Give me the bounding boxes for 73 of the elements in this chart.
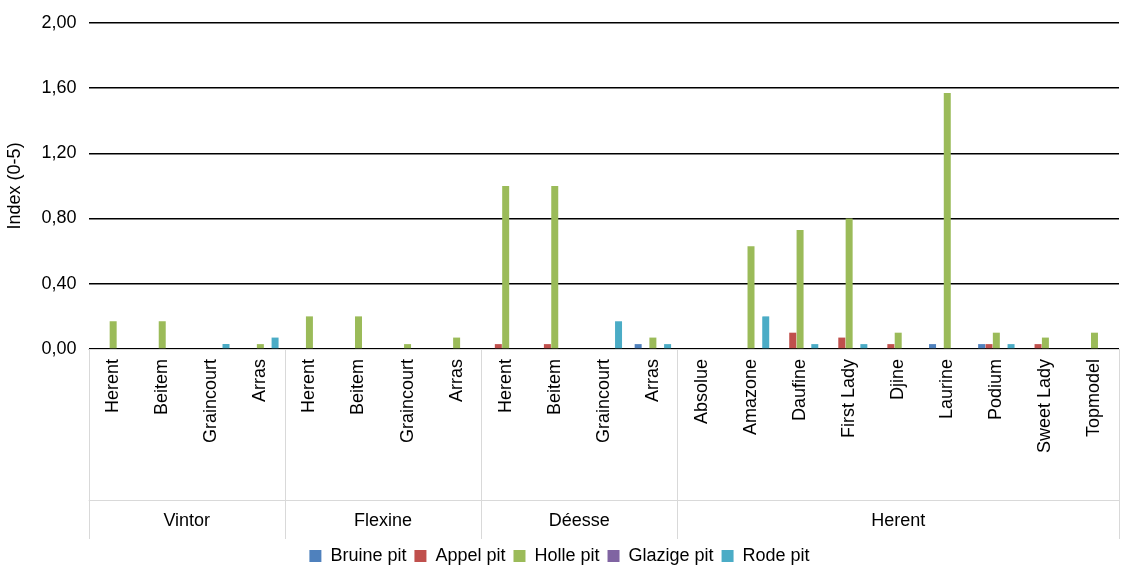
bar: [305, 316, 313, 349]
bar: [634, 344, 642, 349]
legend-label: Holle pit: [534, 544, 600, 565]
x-tick-label: Podium: [985, 359, 1006, 421]
x-tick-label: Arras: [249, 359, 270, 403]
x-tick-label: Arras: [641, 359, 662, 403]
x-tick-label: Arras: [445, 359, 466, 403]
legend-label: Rode pit: [742, 544, 810, 565]
x-tick-label: Graincourt: [396, 359, 417, 444]
legend-label: Appel pit: [435, 544, 506, 565]
bar: [453, 337, 461, 349]
bar: [649, 337, 657, 349]
x-tick-label: Sweet Lady: [1034, 359, 1055, 454]
x-tick-label: Djine: [887, 359, 908, 401]
bar: [894, 332, 902, 349]
x-tick-label: Graincourt: [592, 359, 613, 444]
bar: [811, 344, 819, 349]
bar: [1090, 332, 1098, 349]
x-tick-label: Beitem: [151, 359, 172, 416]
bar: [762, 316, 770, 349]
bar: [256, 344, 264, 349]
bar: [494, 344, 502, 349]
x-tick-label: Herent: [298, 359, 319, 414]
text: Herent: [871, 509, 926, 530]
y-tick-label: 2,00: [41, 11, 77, 32]
y-tick-label: 1,60: [41, 77, 77, 98]
bar: [615, 321, 623, 349]
bar: [845, 218, 853, 349]
bar: [551, 185, 559, 349]
x-tick-label: Daufine: [789, 359, 810, 422]
text: Flexine: [354, 509, 413, 530]
x-tick-label: Graincourt: [200, 359, 221, 444]
bar: [1007, 344, 1015, 349]
y-axis-title: Index (0-5): [3, 142, 24, 230]
bar: [1034, 344, 1042, 349]
bar: [978, 344, 986, 349]
y-tick-label: 0,00: [41, 337, 77, 358]
bar: [543, 344, 551, 349]
bar: [1041, 337, 1049, 349]
x-tick-label: Beitem: [543, 359, 564, 416]
bar: [860, 344, 868, 349]
bar: [943, 92, 951, 349]
bar: [109, 321, 117, 349]
bar: [796, 229, 804, 349]
x-tick-label: Herent: [102, 359, 123, 414]
text: Déesse: [548, 509, 610, 530]
text: Vintor: [163, 509, 211, 530]
legend-label: Glazige pit: [628, 544, 714, 565]
bar: [222, 344, 230, 349]
x-tick-label: First Lady: [838, 359, 859, 439]
y-tick-label: 1,20: [41, 142, 77, 163]
x-tick-label: Laurine: [936, 359, 957, 420]
bar: [664, 344, 672, 349]
x-tick-label: Beitem: [347, 359, 368, 416]
x-tick-label: Absolue: [690, 359, 711, 425]
bar: [985, 344, 993, 349]
bar: [158, 321, 166, 349]
x-tick-label: Amazone: [739, 359, 760, 436]
bar: [992, 332, 1000, 349]
legend-label: Bruine pit: [330, 544, 407, 565]
bar: [502, 185, 510, 349]
bar: [887, 344, 895, 349]
bar: [271, 337, 279, 349]
bar: [747, 246, 755, 349]
x-tick-label: Herent: [494, 359, 515, 414]
y-tick-label: 0,80: [41, 207, 77, 228]
x-tick-label: Topmodel: [1083, 359, 1104, 438]
bar: [838, 337, 846, 349]
bar: [355, 316, 362, 349]
bar: [929, 344, 937, 349]
bar: [789, 332, 797, 349]
y-tick-label: 0,40: [41, 272, 77, 293]
bar: [404, 344, 412, 349]
